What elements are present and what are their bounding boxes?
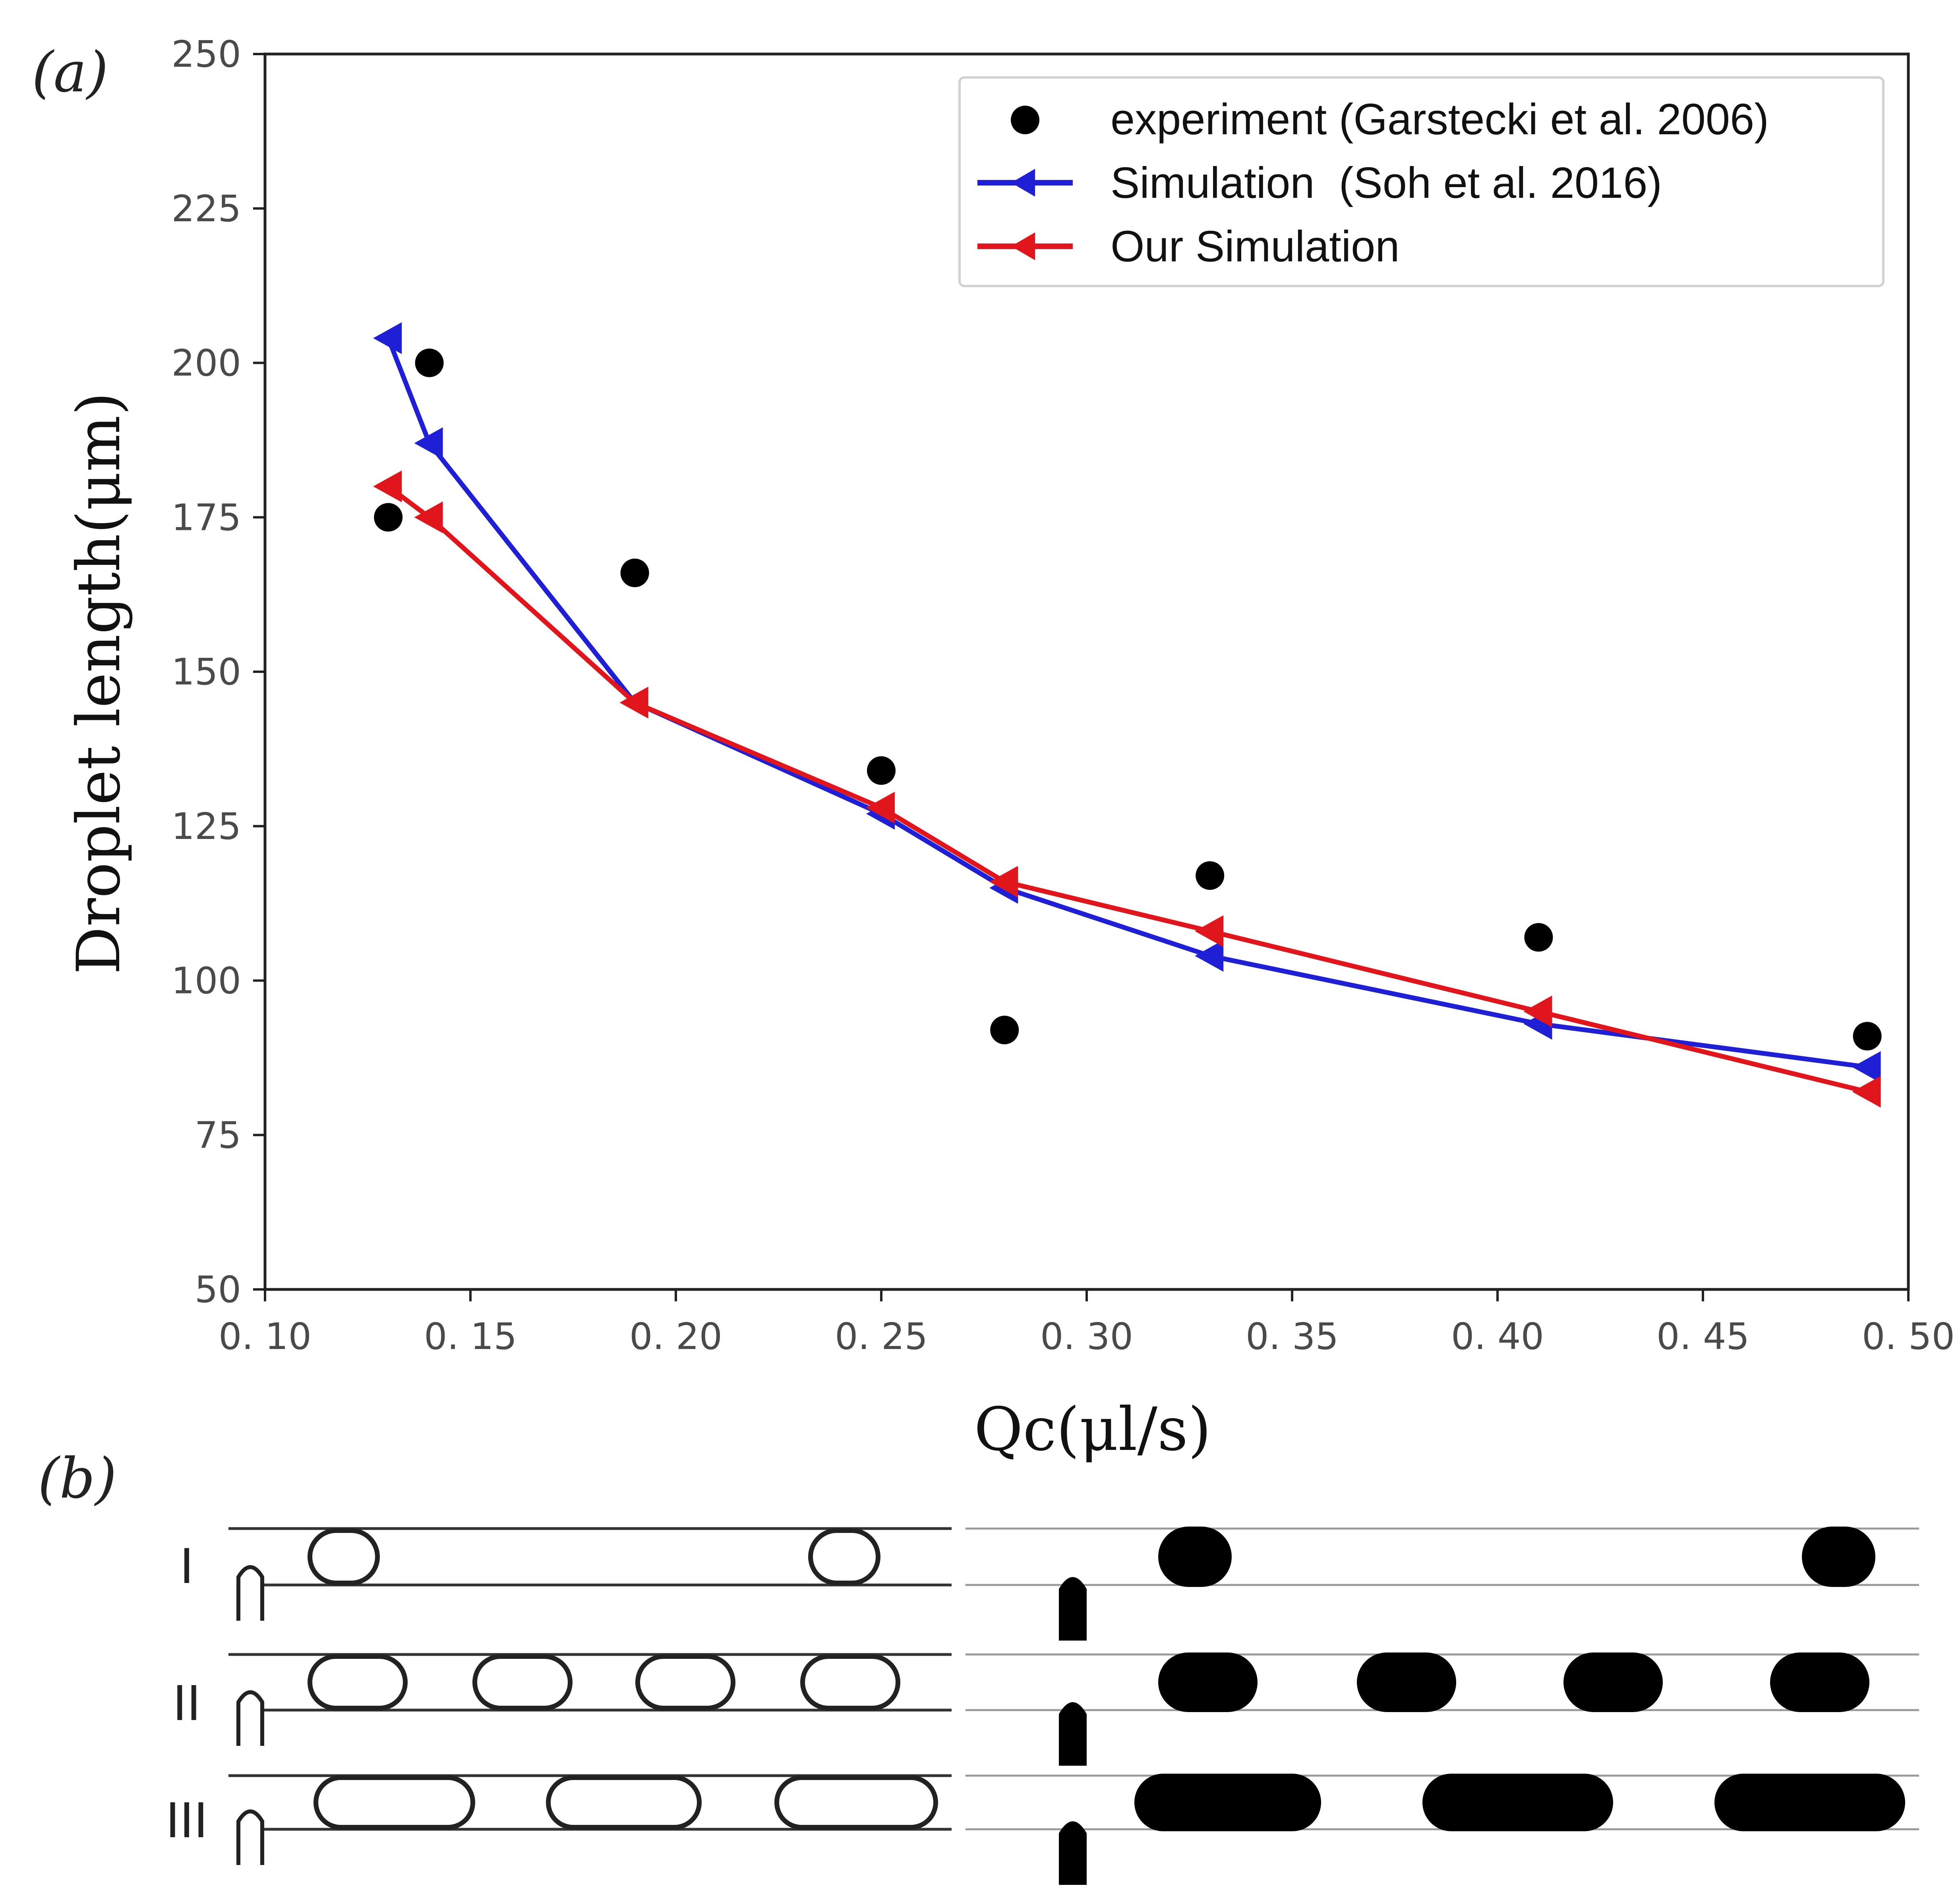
y-tick-label: 150 (171, 651, 241, 693)
droplet-simulation (1770, 1652, 1869, 1712)
droplet-experiment (635, 1654, 735, 1710)
data-point-experiment (867, 756, 896, 785)
x-tick-label: 0. 25 (835, 1315, 928, 1358)
data-point-experiment (1524, 923, 1553, 952)
y-tick-label: 175 (171, 496, 241, 539)
data-point-experiment (990, 1015, 1019, 1044)
droplet-simulation (1158, 1527, 1232, 1587)
data-point-our-simulation (866, 792, 895, 824)
legend-label-soh: Simulation (Soh et al. 2016) (1111, 158, 1662, 207)
droplet-experiment (308, 1654, 408, 1710)
inlet (236, 1809, 264, 1865)
row-label: I (180, 1539, 193, 1594)
data-point-our-simulation (373, 470, 402, 503)
series-layer (373, 322, 1882, 1108)
droplet-experiment (774, 1775, 938, 1830)
y-axis-title: Droplet length(μm) (64, 392, 134, 974)
x-tick-label: 0. 20 (629, 1315, 722, 1358)
droplet-experiment (546, 1775, 702, 1830)
inlet-filled (1059, 1821, 1087, 1885)
data-point-soh-simulation (1195, 940, 1224, 972)
droplet-simulation (1714, 1774, 1905, 1831)
droplet-experiment (308, 1528, 380, 1585)
droplet-simulation (1357, 1652, 1456, 1712)
legend-box (958, 76, 1885, 287)
x-tick-label: 0. 10 (219, 1315, 312, 1358)
data-point-our-simulation (414, 501, 443, 533)
y-tick-label: 250 (171, 33, 241, 75)
data-point-our-simulation (1523, 995, 1552, 1028)
panel-b-label: (b) (38, 1446, 117, 1511)
droplet-simulation (1134, 1774, 1321, 1831)
x-axis-title: Qc(μl/s) (974, 1395, 1211, 1464)
droplet-experiment (472, 1654, 573, 1710)
data-point-experiment (1196, 861, 1225, 890)
droplet-simulation (1563, 1652, 1663, 1712)
y-tick-label: 100 (171, 960, 241, 1002)
row-label: III (166, 1794, 208, 1849)
data-point-our-simulation (1852, 1076, 1881, 1108)
y-tick-label: 200 (171, 342, 241, 385)
legend-label-experiment: experiment (Garstecki et al. 2006) (1111, 95, 1769, 144)
data-point-soh-simulation (1852, 1051, 1881, 1083)
legend-marker-experiment (1011, 106, 1039, 134)
droplet-simulation (1422, 1774, 1613, 1831)
droplet-simulation (1802, 1527, 1875, 1587)
y-tick-label: 225 (171, 187, 241, 230)
legend-label-ours: Our Simulation (1111, 222, 1400, 271)
droplet-experiment (808, 1528, 880, 1585)
x-tick-label: 0. 40 (1451, 1315, 1544, 1358)
x-axis-ticks: 0. 10 0. 15 0. 20 0. 25 0. 30 0. 35 0. 40 0. 45… (219, 1289, 1955, 1358)
legend-marker-ours (1011, 232, 1035, 260)
row-label: II (173, 1676, 201, 1732)
data-point-experiment (1853, 1022, 1882, 1051)
droplet-experiment (313, 1775, 475, 1830)
data-point-our-simulation (619, 686, 648, 719)
y-tick-label: 125 (171, 805, 241, 848)
inlet-filled (1059, 1577, 1087, 1641)
data-point-experiment (374, 503, 403, 532)
data-point-experiment (620, 559, 649, 588)
inlet (236, 1565, 264, 1621)
y-tick-label: 75 (195, 1114, 241, 1156)
series-line-soh-simulation (386, 337, 1868, 1070)
inlet (236, 1690, 264, 1746)
data-point-soh-simulation (414, 427, 443, 459)
data-point-experiment (415, 348, 444, 377)
x-tick-label: 0. 30 (1040, 1315, 1133, 1358)
droplet-experiment (800, 1654, 900, 1710)
x-tick-label: 0. 45 (1656, 1315, 1749, 1358)
inlet-filled (1059, 1702, 1087, 1766)
panel-a-label: (a) (32, 40, 108, 105)
legend: experiment (Garstecki et al. 2006) Simul… (958, 76, 1885, 287)
droplet-simulation (1158, 1652, 1258, 1712)
data-point-soh-simulation (373, 322, 402, 354)
x-tick-label: 0. 35 (1246, 1315, 1339, 1358)
data-point-our-simulation (1195, 915, 1224, 947)
series-line-our-simulation (387, 484, 1868, 1094)
legend-marker-soh (1011, 169, 1035, 197)
data-point-our-simulation (989, 866, 1018, 898)
x-tick-label: 0. 15 (424, 1315, 517, 1358)
x-tick-label: 0. 50 (1862, 1315, 1955, 1358)
y-tick-label: 50 (195, 1268, 241, 1311)
y-axis-ticks: 50 75 100 125 150 175 200 225 250 (171, 33, 265, 1311)
